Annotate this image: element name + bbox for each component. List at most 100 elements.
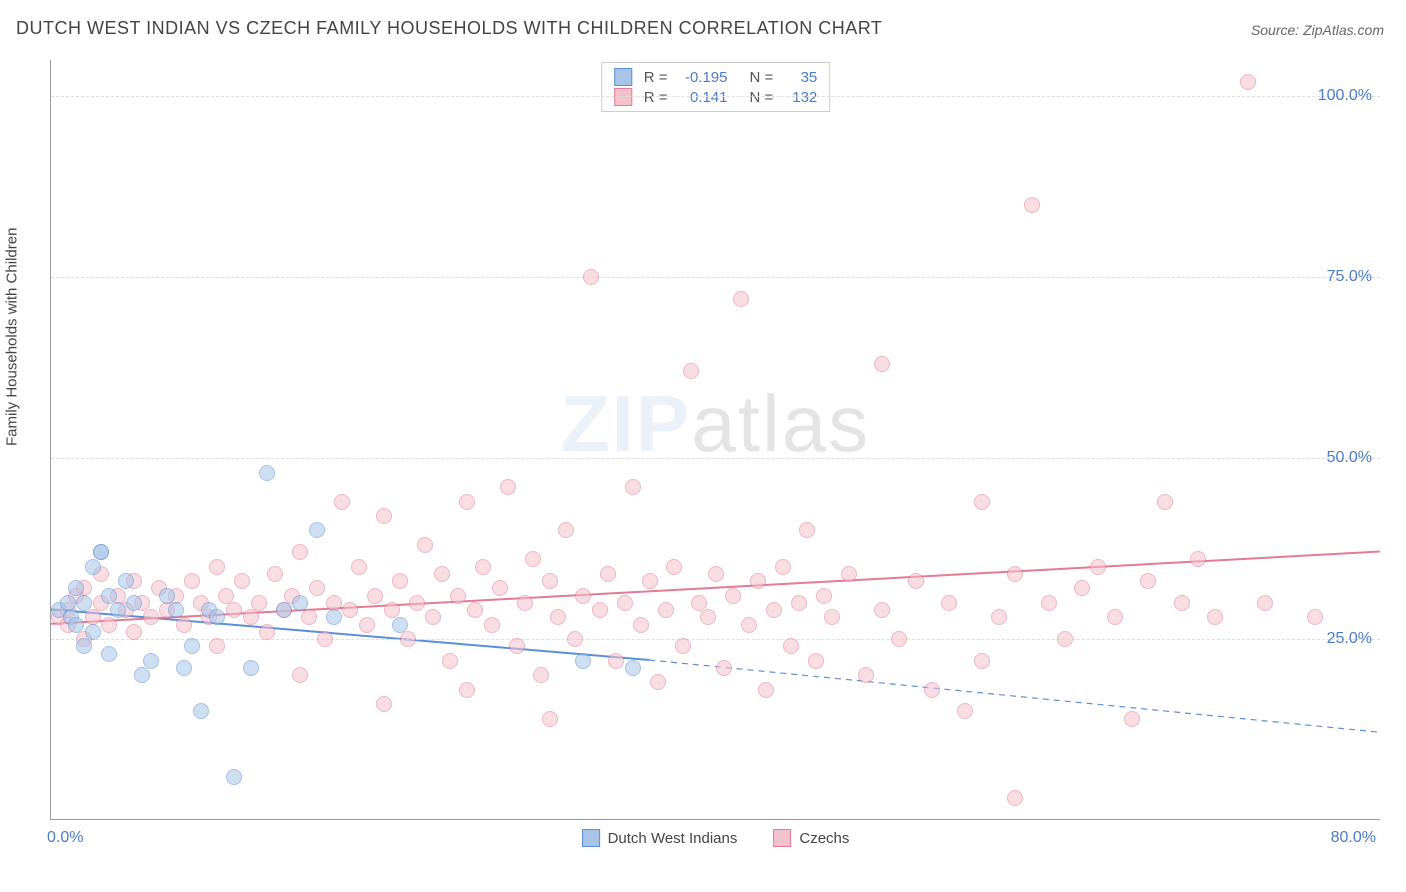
scatter-point [143,653,159,669]
scatter-point [459,494,475,510]
scatter-point [575,653,591,669]
scatter-point [409,595,425,611]
scatter-point [1007,566,1023,582]
watermark: ZIPatlas [561,378,870,470]
scatter-point [575,588,591,604]
scatter-point [600,566,616,582]
scatter-point [243,660,259,676]
scatter-point [60,595,76,611]
scatter-point [126,595,142,611]
scatter-point [924,682,940,698]
scatter-point [384,602,400,618]
scatter-point [193,703,209,719]
scatter-point [583,269,599,285]
scatter-point [392,573,408,589]
scatter-point [326,609,342,625]
scatter-point [750,573,766,589]
scatter-point [68,617,84,633]
scatter-point [475,559,491,575]
scatter-point [417,537,433,553]
scatter-point [558,522,574,538]
scatter-point [824,609,840,625]
scatter-point [650,674,666,690]
scatter-point [467,602,483,618]
scatter-point [741,617,757,633]
scatter-point [450,588,466,604]
n-value: 35 [781,69,817,86]
scatter-point [259,465,275,481]
scatter-point [359,617,375,633]
scatter-point [267,566,283,582]
legend-item: Czechs [773,829,849,847]
scatter-point [1124,711,1140,727]
scatter-point [509,638,525,654]
scatter-point [425,609,441,625]
scatter-point [292,544,308,560]
scatter-point [1041,595,1057,611]
scatter-point [292,595,308,611]
scatter-point [85,559,101,575]
scatter-point [85,624,101,640]
legend-swatch [582,829,600,847]
chart-title: DUTCH WEST INDIAN VS CZECH FAMILY HOUSEH… [16,18,882,39]
y-tick-label: 75.0% [1327,268,1372,286]
gridline [51,96,1380,97]
scatter-point [134,667,150,683]
scatter-point [184,573,200,589]
scatter-point [309,580,325,596]
scatter-point [691,595,707,611]
watermark-light: atlas [691,379,870,468]
scatter-point [159,588,175,604]
scatter-point [1140,573,1156,589]
scatter-point [1257,595,1273,611]
legend-label: Czechs [799,830,849,847]
scatter-point [259,624,275,640]
scatter-point [700,609,716,625]
scatter-point [683,363,699,379]
scatter-point [101,588,117,604]
chart-svg [51,60,1380,819]
scatter-point [367,588,383,604]
scatter-point [625,660,641,676]
scatter-point [500,479,516,495]
scatter-point [808,653,824,669]
scatter-point [76,595,92,611]
scatter-point [666,559,682,575]
scatter-point [874,356,890,372]
scatter-point [243,609,259,625]
scatter-point [1057,631,1073,647]
scatter-point [176,660,192,676]
scatter-point [126,624,142,640]
gridline [51,277,1380,278]
scatter-point [376,696,392,712]
scatter-point [143,609,159,625]
r-label: R = [644,69,668,86]
scatter-point [592,602,608,618]
scatter-point [226,769,242,785]
scatter-point [76,638,92,654]
scatter-point [517,595,533,611]
scatter-point [608,653,624,669]
x-tick-label: 0.0% [47,829,83,847]
source-attribution: Source: ZipAtlas.com [1251,22,1384,38]
scatter-point [957,703,973,719]
scatter-point [675,638,691,654]
scatter-point [974,494,990,510]
scatter-point [168,602,184,618]
scatter-point [525,551,541,567]
correlation-stats-box: R =-0.195N =35R =0.141N =132 [601,62,831,112]
scatter-point [775,559,791,575]
scatter-point [799,522,815,538]
scatter-point [209,559,225,575]
scatter-point [891,631,907,647]
scatter-point [184,638,200,654]
scatter-point [68,580,84,596]
scatter-point [625,479,641,495]
scatter-point [101,617,117,633]
y-tick-label: 50.0% [1327,449,1372,467]
scatter-point [1157,494,1173,510]
scatter-point [351,559,367,575]
scatter-point [492,580,508,596]
scatter-point [442,653,458,669]
scatter-point [550,609,566,625]
